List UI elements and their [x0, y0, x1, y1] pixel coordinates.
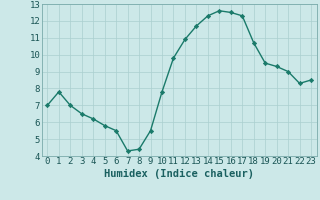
X-axis label: Humidex (Indice chaleur): Humidex (Indice chaleur) — [104, 169, 254, 179]
